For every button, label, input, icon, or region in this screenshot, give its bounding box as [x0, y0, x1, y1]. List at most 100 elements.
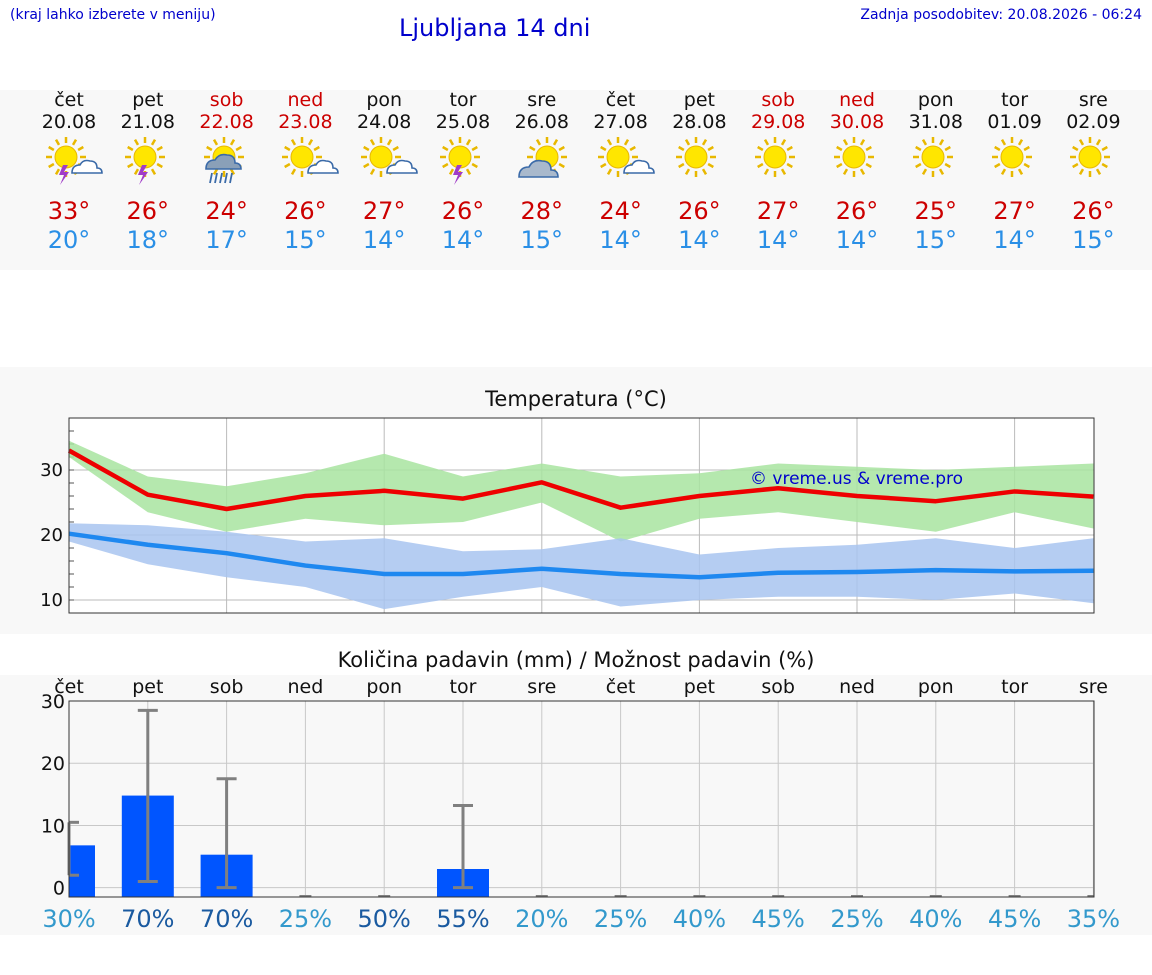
precipitation-chart: čet pet sob ned pon tor sre čet pet sob ned pon tor s… — [41, 676, 1120, 933]
temp-min: 15° — [520, 226, 564, 254]
watermark: © vreme.us & vreme.pro — [750, 469, 963, 489]
temp-max: 27° — [362, 197, 406, 225]
precipitation-probability: 55% — [436, 905, 489, 933]
temp-max: 27° — [993, 197, 1036, 225]
precipitation-probability: 40% — [909, 905, 962, 933]
y-tick-label: 30 — [40, 460, 63, 481]
sun-icon — [1054, 135, 1132, 195]
temperature-chart-title: Temperatura (°C) — [485, 387, 667, 411]
temp-min: 14° — [993, 226, 1036, 254]
min-temp-range-band — [69, 523, 1094, 610]
plot-frame — [68, 417, 1095, 614]
day-name: čet — [54, 89, 84, 111]
temp-max: 24° — [205, 197, 248, 225]
cloud-sun-icon — [503, 135, 581, 195]
precipitation-chart-title: Količina padavin (mm) / Možnost padavin … — [337, 648, 815, 672]
day-name: pet — [683, 89, 715, 111]
temp-min: 18° — [126, 226, 170, 254]
sun-cloud-icon — [266, 135, 344, 195]
y-tick-label: 0 — [53, 878, 65, 900]
precipitation-probability: 70% — [121, 905, 174, 933]
day-label: sre — [1079, 676, 1108, 698]
day-label: tor — [1001, 676, 1028, 698]
temp-min: 15° — [284, 226, 327, 254]
day-date: 01.09 — [987, 111, 1042, 133]
location-menu-hint: (kraj lahko izberete v meniju) — [10, 7, 216, 23]
precipitation-probability: 30% — [42, 905, 95, 933]
precipitation-probability: 25% — [279, 905, 332, 933]
day-name: tor — [449, 89, 477, 111]
day-name: sob — [761, 89, 795, 111]
day-label: sre — [527, 676, 556, 698]
day-date: 27.08 — [593, 111, 648, 133]
last-update: Zadnja posodobitev: 20.08.2026 - 06:24 — [860, 7, 1142, 23]
temp-min: 14° — [362, 226, 406, 254]
temp-min: 15° — [914, 226, 958, 254]
temp-max: 26° — [284, 197, 327, 225]
temp-min: 14° — [835, 226, 879, 254]
day-date: 26.08 — [514, 111, 569, 133]
day-name: sre — [527, 89, 557, 111]
day-date: 30.08 — [829, 111, 885, 133]
day-label: pon — [918, 676, 954, 698]
day-name: ned — [839, 89, 875, 111]
temp-max: 26° — [1072, 197, 1115, 225]
sun-thunder-icon — [424, 135, 502, 195]
sun-icon — [976, 135, 1054, 195]
day-date: 25.08 — [435, 111, 491, 133]
precipitation-probability: 20% — [515, 905, 568, 933]
precipitation-probability: 45% — [752, 905, 805, 933]
day-name: sob — [209, 89, 244, 111]
day-name: pon — [366, 89, 403, 111]
precipitation-probability: 70% — [200, 905, 253, 933]
sun-cloud-icon — [345, 135, 423, 195]
temp-min: 15° — [1072, 226, 1115, 254]
precipitation-probability: 25% — [830, 905, 883, 933]
y-tick-label: 20 — [41, 753, 65, 775]
temp-max: 26° — [678, 197, 721, 225]
temp-max: 33° — [47, 197, 91, 225]
day-name: tor — [1001, 89, 1029, 111]
temp-min: 14° — [599, 226, 642, 254]
precipitation-probability: 40% — [673, 905, 726, 933]
precipitation-probability: 35% — [1067, 905, 1120, 933]
day-label: ned — [839, 676, 875, 698]
temperature-chart: 10 20 30 © vreme.us & vreme.pro — [40, 417, 1095, 614]
temp-min: 14° — [756, 226, 800, 254]
day-date: 23.08 — [278, 111, 333, 133]
precipitation-bar — [69, 845, 95, 897]
day-label: sob — [761, 676, 795, 698]
temp-max: 26° — [441, 197, 485, 225]
day-label: čet — [606, 676, 636, 698]
temp-max: 24° — [599, 197, 642, 225]
temp-max: 26° — [835, 197, 879, 225]
precipitation-probability: 25% — [594, 905, 647, 933]
sun-icon — [897, 135, 975, 195]
sun-icon — [739, 135, 817, 195]
day-label: ned — [288, 676, 324, 698]
sun-thunder-icon — [109, 135, 187, 195]
day-name: pet — [132, 89, 164, 111]
temp-max: 27° — [756, 197, 800, 225]
day-date: 22.08 — [199, 111, 254, 133]
temp-min: 14° — [441, 226, 485, 254]
max-temp-range-band — [69, 440, 1094, 542]
day-date: 21.08 — [120, 111, 175, 133]
temp-min: 20° — [47, 226, 91, 254]
day-label: pet — [132, 676, 163, 698]
day-name: čet — [605, 89, 636, 111]
sun-icon — [818, 135, 896, 195]
y-tick-label: 30 — [41, 691, 65, 713]
day-label: pet — [684, 676, 715, 698]
y-tick-label: 10 — [41, 815, 65, 837]
day-date: 29.08 — [750, 111, 806, 133]
temp-min: 17° — [205, 226, 248, 254]
day-name: pon — [917, 89, 954, 111]
day-date: 02.09 — [1066, 111, 1121, 133]
y-tick-label: 10 — [40, 590, 63, 611]
sun-icon — [660, 135, 738, 195]
day-label: čet — [54, 676, 84, 698]
day-date: 20.08 — [41, 111, 97, 133]
day-label: pon — [366, 676, 402, 698]
plot-frame — [68, 700, 1095, 898]
